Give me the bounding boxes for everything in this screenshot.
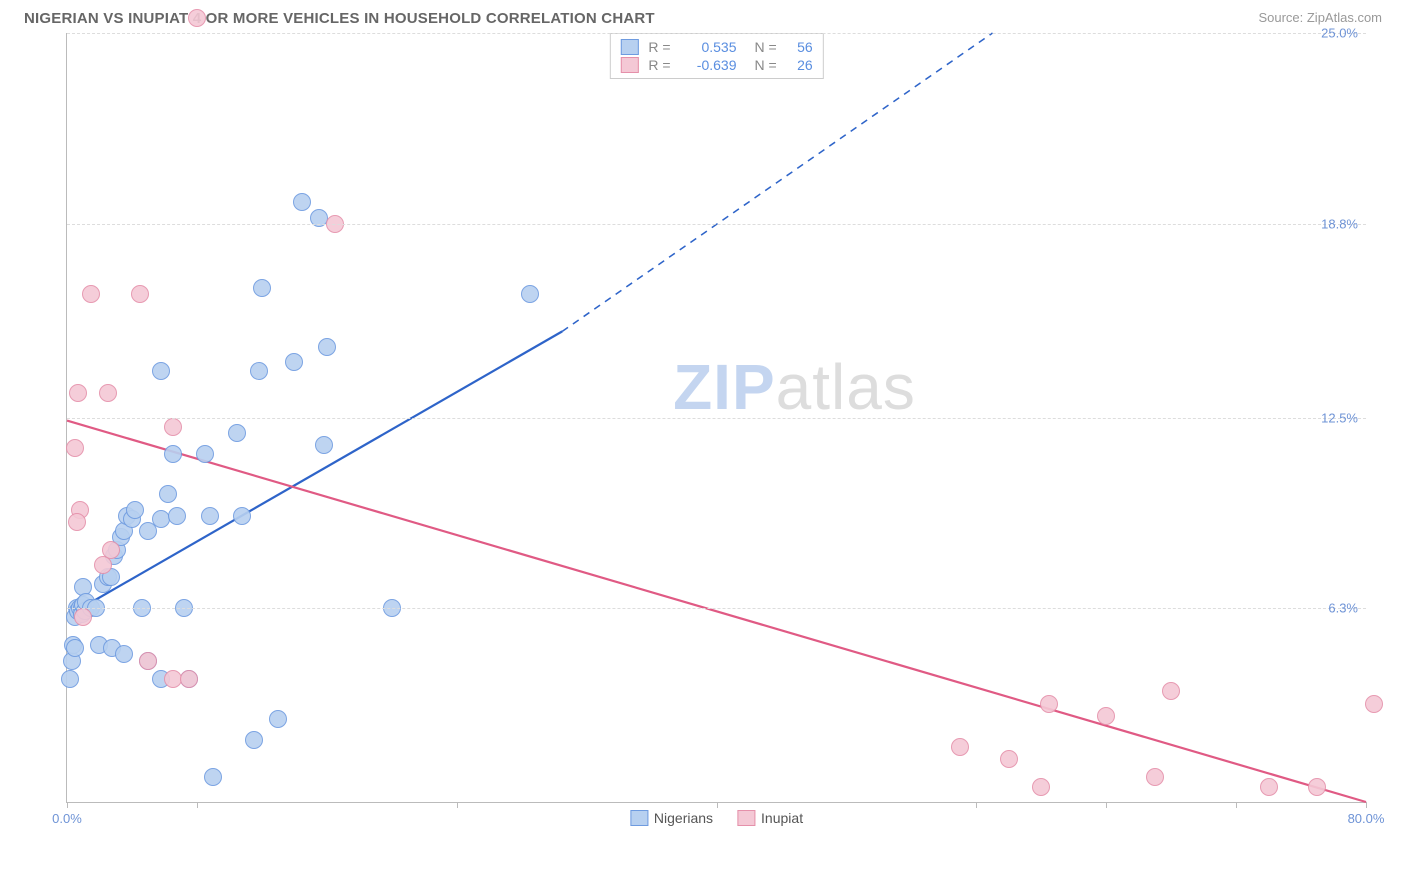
stats-r-label: R = xyxy=(648,57,670,73)
source-label: Source: ZipAtlas.com xyxy=(1258,10,1382,25)
x-tick-label: 0.0% xyxy=(52,811,82,826)
x-tick xyxy=(197,802,198,808)
plot-area: ZIPatlas R =0.535N =56R =-0.639N =26 Nig… xyxy=(66,33,1366,803)
chart-container: NIGERIAN VS INUPIAT 4 OR MORE VEHICLES I… xyxy=(0,0,1406,892)
legend-item-inupiat: Inupiat xyxy=(737,810,803,826)
gridline xyxy=(67,33,1366,34)
stats-r-value-nigerians: 0.535 xyxy=(679,39,737,55)
header-row: NIGERIAN VS INUPIAT 4 OR MORE VEHICLES I… xyxy=(20,10,1386,33)
stats-n-value-inupiat: 26 xyxy=(785,57,813,73)
legend-swatch-nigerians xyxy=(630,810,648,826)
swatch-inupiat xyxy=(620,57,638,73)
bottom-legend: Nigerians Inupiat xyxy=(630,810,803,826)
trend-line-nigerians xyxy=(70,331,562,614)
stats-n-value-nigerians: 56 xyxy=(785,39,813,55)
legend-label-nigerians: Nigerians xyxy=(654,810,713,826)
marker-inupiat xyxy=(1365,695,1383,713)
x-tick xyxy=(1106,802,1107,808)
stats-r-value-inupiat: -0.639 xyxy=(679,57,737,73)
gridline xyxy=(67,608,1366,609)
legend-item-nigerians: Nigerians xyxy=(630,810,713,826)
x-tick-label: 80.0% xyxy=(1348,811,1385,826)
x-tick xyxy=(1236,802,1237,808)
gridline xyxy=(67,418,1366,419)
swatch-nigerians xyxy=(620,39,638,55)
stats-r-label: R = xyxy=(648,39,670,55)
stats-legend: R = 0.535 N = 56 R = -0.639 N = 26 xyxy=(609,33,823,79)
y-tick-label: 6.3% xyxy=(1328,601,1358,616)
y-tick-label: 25.0% xyxy=(1321,26,1358,41)
trend-line-inupiat xyxy=(67,421,1366,802)
legend-swatch-inupiat xyxy=(737,810,755,826)
chart-frame: 4 or more Vehicles in Household ZIPatlas… xyxy=(20,33,1380,833)
x-tick xyxy=(457,802,458,808)
stats-row-inupiat: R = -0.639 N = 26 xyxy=(620,56,812,74)
stats-n-label: N = xyxy=(755,57,777,73)
y-tick-label: 12.5% xyxy=(1321,410,1358,425)
x-tick xyxy=(67,802,68,808)
legend-label-inupiat: Inupiat xyxy=(761,810,803,826)
x-tick xyxy=(717,802,718,808)
gridline xyxy=(67,224,1366,225)
stats-row-nigerians: R = 0.535 N = 56 xyxy=(620,38,812,56)
x-tick xyxy=(1366,802,1367,808)
stats-n-label: N = xyxy=(755,39,777,55)
chart-title: NIGERIAN VS INUPIAT 4 OR MORE VEHICLES I… xyxy=(24,10,655,27)
x-tick xyxy=(976,802,977,808)
y-tick-label: 18.8% xyxy=(1321,216,1358,231)
